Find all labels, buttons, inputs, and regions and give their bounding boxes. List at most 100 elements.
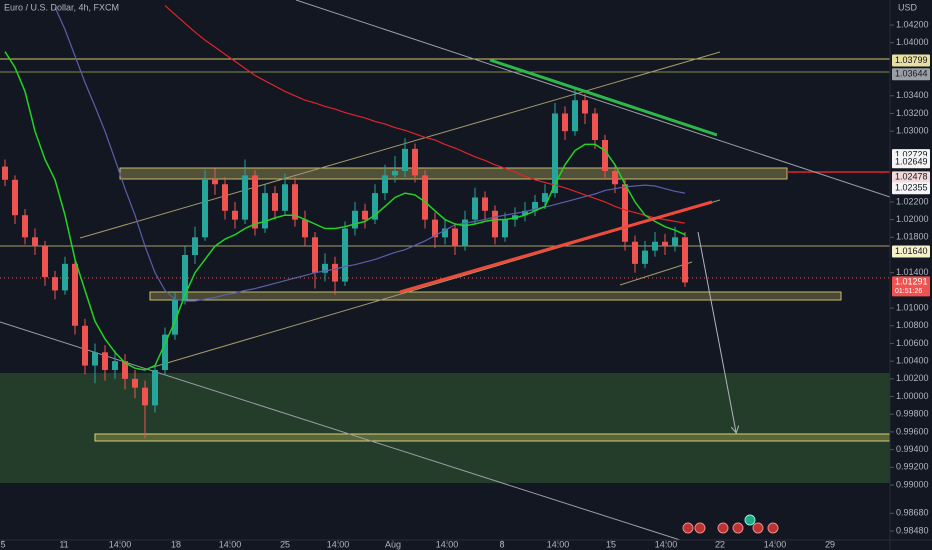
y-tick-label: 1.00800 [896, 320, 929, 330]
moving-average [164, 5, 686, 224]
candle-body [12, 179, 18, 216]
y-tick-label: 1.00000 [896, 391, 929, 401]
price-badge-label: 1.01291 [895, 277, 928, 287]
event-icon[interactable] [694, 522, 706, 534]
candle-body [222, 184, 228, 211]
y-tick-label: 0.98480 [896, 525, 929, 535]
candle-body [142, 387, 148, 406]
candle-body [262, 193, 268, 229]
y-tick-label: 0.99400 [896, 444, 929, 454]
x-tick-label: 14:00 [109, 539, 132, 549]
event-icon[interactable] [682, 522, 694, 534]
overlay-drawings [399, 58, 736, 432]
y-tick-label: 0.98680 [896, 508, 929, 518]
candle-body [282, 184, 288, 211]
candle-body [582, 100, 588, 114]
candle-body [52, 277, 58, 291]
chart-title: Euro / U.S. Dollar, 4h, FXCM [4, 2, 119, 12]
candle-body [682, 237, 688, 283]
candle-body [642, 250, 648, 264]
candle-body [612, 170, 618, 185]
target-band [94, 433, 890, 442]
candle-body [342, 228, 348, 282]
candle-body [392, 170, 398, 176]
x-tick-label: 14:00 [219, 539, 242, 549]
event-icon[interactable] [767, 522, 779, 534]
candle-body [572, 100, 578, 132]
candle-body [32, 237, 38, 247]
price-badge-label: 1.03799 [895, 55, 928, 65]
candle-body [592, 113, 598, 141]
y-tick-label: 0.99800 [896, 409, 929, 419]
price-badge-label: 1.01640 [895, 246, 928, 256]
y-tick-label: 1.01000 [896, 302, 929, 312]
candle-body [652, 241, 658, 251]
candle-body [232, 210, 238, 220]
event-icon[interactable] [744, 514, 756, 526]
y-tick-label: 1.01800 [896, 232, 929, 242]
projection-arrow [697, 231, 736, 432]
toolbar-icons[interactable] [682, 514, 779, 534]
candle-body [542, 193, 548, 202]
candle-body [292, 184, 298, 220]
trend-line [399, 200, 713, 294]
event-icon[interactable] [732, 522, 744, 534]
price-badge-label: 1.02478 [895, 172, 928, 182]
y-tick-label: 1.04200 [896, 19, 929, 29]
price-badge-label: 1.02355 [895, 183, 928, 193]
candle-body [102, 352, 108, 370]
candle-body [632, 241, 638, 264]
candle-body [362, 210, 368, 220]
candle-body [502, 219, 508, 238]
x-tick-label: 5 [0, 539, 5, 549]
x-tick-label: Aug [385, 539, 401, 549]
price-badge [892, 68, 930, 81]
candle-body [162, 334, 168, 370]
x-tick-label: 8 [499, 539, 504, 549]
price-badge [892, 182, 930, 195]
candle-body [172, 299, 178, 335]
y-tick-label: 1.02200 [896, 196, 929, 206]
candle-body [72, 263, 78, 326]
candle-body [532, 201, 538, 211]
price-badge-label: 1.02729 [895, 150, 928, 160]
x-tick-label: 14:00 [436, 539, 459, 549]
candle-body [482, 197, 488, 211]
trend-line [295, 0, 890, 198]
drawings [0, 0, 890, 540]
candle-body [662, 241, 668, 247]
candle-body [182, 255, 188, 300]
y-tick-label: 1.01400 [896, 267, 929, 277]
candle-body [402, 148, 408, 171]
candle-body [332, 263, 338, 282]
y-tick-label: 1.03200 [896, 108, 929, 118]
candle-body [202, 179, 208, 238]
candle-body [382, 175, 388, 194]
candle-body [252, 175, 258, 229]
candle-body [672, 237, 678, 247]
x-tick-label: 18 [171, 539, 181, 549]
candle-body [42, 246, 48, 278]
candle-body [552, 113, 558, 194]
candle-body [192, 237, 198, 256]
x-tick-label: 29 [825, 539, 835, 549]
trend-line [0, 321, 681, 540]
event-icon[interactable] [752, 522, 764, 534]
x-tick-label: 11 [59, 539, 68, 549]
candle-body [522, 210, 528, 216]
x-tick-label: 14:00 [327, 539, 350, 549]
x-tick-label: 14:00 [764, 539, 787, 549]
candle-body [622, 184, 628, 242]
y-tick-label: 0.99000 [896, 479, 929, 489]
candle-body [372, 193, 378, 220]
y-tick-label: 1.00600 [896, 338, 929, 348]
event-icon[interactable] [717, 522, 729, 534]
candle-body [112, 361, 118, 370]
moving-average [4, 51, 686, 371]
x-tick-label: 14:00 [655, 539, 678, 549]
candle-body [2, 166, 8, 180]
price-badge [892, 245, 930, 258]
y-tick-label: 1.00200 [896, 373, 929, 383]
candle-body [322, 263, 328, 273]
